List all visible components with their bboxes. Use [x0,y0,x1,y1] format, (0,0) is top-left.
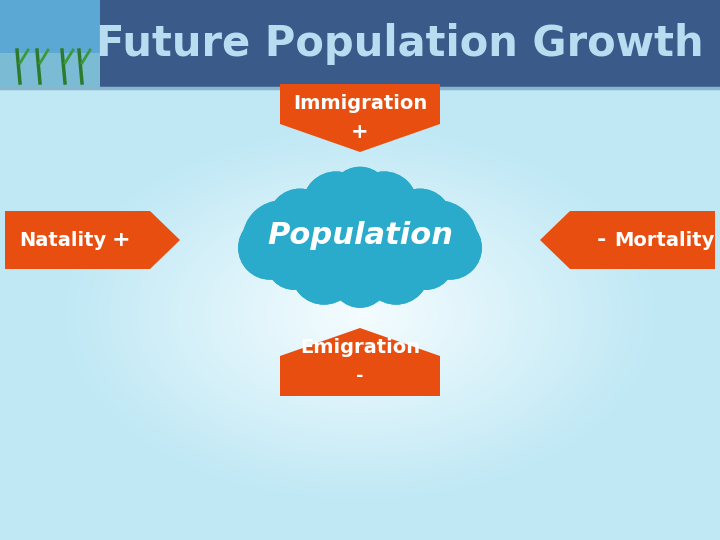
Bar [0,0,100,88]
Circle shape [291,239,357,304]
Text: Immigration: Immigration [293,93,427,112]
Circle shape [399,201,477,279]
Text: -: - [597,230,606,250]
Circle shape [330,167,390,227]
Circle shape [399,201,477,279]
Polygon shape [5,211,180,269]
Circle shape [389,190,451,252]
Circle shape [291,239,357,304]
Circle shape [419,217,481,279]
Circle shape [239,217,301,279]
Text: Future Population Growth: Future Population Growth [96,23,704,65]
Text: Population: Population [267,220,453,249]
Circle shape [269,190,331,252]
Bar [0,0,720,88]
Circle shape [332,251,388,307]
Circle shape [364,239,429,304]
Text: Mortality: Mortality [614,231,714,249]
Circle shape [351,172,417,238]
Text: Emigration: Emigration [300,338,420,356]
Circle shape [239,217,301,279]
Text: +: + [112,230,130,250]
Circle shape [243,201,321,279]
Text: +: + [351,122,369,141]
Circle shape [269,190,331,252]
Circle shape [419,217,481,279]
Bar [0,53,100,88]
Text: -: - [356,367,364,384]
Circle shape [303,172,369,238]
Circle shape [305,185,415,295]
Circle shape [399,234,454,289]
Circle shape [266,234,321,289]
Polygon shape [280,328,440,396]
Circle shape [243,201,321,279]
Text: Natality: Natality [19,231,107,249]
Circle shape [364,239,429,304]
Polygon shape [540,211,715,269]
Circle shape [305,185,415,295]
Polygon shape [280,84,440,152]
Circle shape [303,172,369,238]
Circle shape [399,234,454,289]
Circle shape [266,234,321,289]
Circle shape [389,190,451,252]
Circle shape [351,172,417,238]
Circle shape [330,167,390,227]
Circle shape [332,251,388,307]
